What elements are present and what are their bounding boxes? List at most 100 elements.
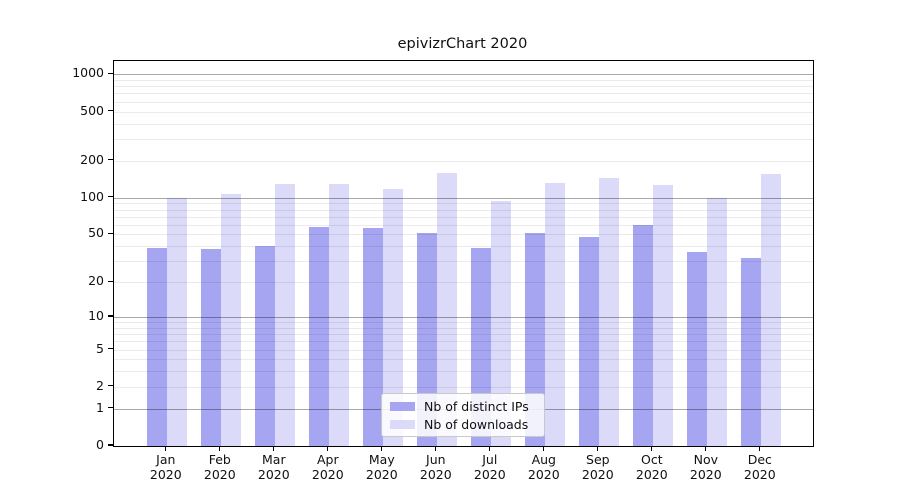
x-tick-label: Nov 2020 bbox=[674, 452, 738, 482]
y-tick-mark bbox=[108, 72, 113, 74]
x-tick-year: 2020 bbox=[257, 467, 290, 482]
bar-distinct-ips bbox=[524, 233, 545, 446]
y-tick-mark bbox=[108, 196, 113, 198]
bar-distinct-ips bbox=[200, 248, 221, 446]
x-tick-mark bbox=[273, 446, 275, 451]
x-tick-year: 2020 bbox=[689, 467, 722, 482]
x-tick-year: 2020 bbox=[743, 467, 776, 482]
x-tick-month: Jul bbox=[482, 452, 498, 467]
y-tick-label: 200 bbox=[80, 151, 104, 167]
x-tick-mark bbox=[381, 446, 383, 451]
y-tick-label: 100 bbox=[80, 188, 104, 204]
plot-area: Nb of distinct IPs Nb of downloads bbox=[113, 60, 814, 447]
legend-item-downloads: Nb of downloads bbox=[390, 415, 536, 433]
bar-downloads bbox=[598, 177, 620, 446]
bar-distinct-ips bbox=[146, 247, 167, 446]
x-tick-label: May 2020 bbox=[350, 452, 414, 482]
x-tick-year: 2020 bbox=[527, 467, 560, 482]
x-tick-label: Jul 2020 bbox=[458, 452, 522, 482]
x-tick-mark bbox=[597, 446, 599, 451]
x-tick-mark bbox=[759, 446, 761, 451]
x-tick-year: 2020 bbox=[149, 467, 182, 482]
bars-layer bbox=[114, 61, 813, 446]
x-tick-label: Dec 2020 bbox=[728, 452, 792, 482]
y-tick-mark bbox=[108, 109, 113, 112]
y-tick-mark bbox=[108, 444, 113, 446]
bar-downloads bbox=[274, 184, 296, 446]
x-tick-month: Sep bbox=[586, 452, 610, 467]
x-tick-mark bbox=[705, 446, 707, 451]
x-tick-month: Feb bbox=[208, 452, 231, 467]
bar-downloads bbox=[490, 201, 512, 446]
x-tick-month: May bbox=[368, 452, 395, 467]
x-tick-year: 2020 bbox=[203, 467, 236, 482]
bar-downloads bbox=[706, 197, 728, 446]
legend-swatch-distinct-ips bbox=[390, 401, 415, 411]
x-tick-year: 2020 bbox=[419, 467, 452, 482]
legend-item-distinct-ips: Nb of distinct IPs bbox=[390, 397, 536, 415]
x-tick-label: Aug 2020 bbox=[512, 452, 576, 482]
x-tick-month: Oct bbox=[640, 452, 663, 467]
bar-downloads bbox=[436, 173, 458, 446]
legend-label-downloads: Nb of downloads bbox=[424, 416, 529, 432]
bar-downloads bbox=[382, 188, 404, 446]
x-tick-month: Apr bbox=[316, 452, 339, 467]
y-tick-label: 1 bbox=[96, 399, 104, 415]
y-tick-mark bbox=[108, 280, 113, 282]
x-tick-mark bbox=[327, 446, 329, 451]
y-tick-mark bbox=[108, 407, 113, 409]
x-tick-month: Mar bbox=[262, 452, 286, 467]
x-tick-mark bbox=[489, 446, 491, 451]
bar-distinct-ips bbox=[686, 251, 707, 446]
bar-distinct-ips bbox=[578, 236, 599, 446]
x-tick-month: Aug bbox=[531, 452, 556, 467]
bar-downloads bbox=[328, 184, 350, 446]
x-tick-mark bbox=[651, 446, 653, 451]
chart-title: epivizrChart 2020 bbox=[397, 36, 528, 52]
legend-swatch-downloads bbox=[390, 419, 415, 429]
x-tick-month: Jan bbox=[156, 452, 176, 467]
y-tick-mark bbox=[108, 385, 113, 387]
y-tick-label: 20 bbox=[88, 273, 104, 289]
x-tick-label: Oct 2020 bbox=[620, 452, 684, 482]
x-tick-year: 2020 bbox=[473, 467, 506, 482]
y-tick-mark bbox=[108, 315, 113, 317]
y-tick-label: 500 bbox=[80, 102, 104, 118]
x-tick-label: Jun 2020 bbox=[404, 452, 468, 482]
bar-distinct-ips bbox=[308, 226, 329, 446]
x-tick-mark bbox=[543, 446, 545, 451]
x-tick-label: Sep 2020 bbox=[566, 452, 630, 482]
y-tick-label: 1000 bbox=[72, 65, 104, 81]
y-tick-label: 10 bbox=[88, 308, 104, 323]
bar-distinct-ips bbox=[362, 228, 383, 446]
x-tick-year: 2020 bbox=[311, 467, 344, 482]
bar-distinct-ips bbox=[254, 246, 275, 446]
bar-distinct-ips bbox=[632, 224, 653, 446]
legend: Nb of distinct IPs Nb of downloads bbox=[381, 393, 545, 437]
bar-distinct-ips bbox=[740, 257, 761, 446]
bar-downloads bbox=[760, 173, 782, 446]
x-tick-month: Nov bbox=[693, 452, 718, 467]
x-tick-label: Feb 2020 bbox=[188, 452, 252, 482]
x-tick-label: Mar 2020 bbox=[242, 452, 306, 482]
y-tick-mark bbox=[108, 348, 113, 350]
x-tick-label: Jan 2020 bbox=[134, 452, 198, 482]
y-tick-label: 2 bbox=[96, 377, 104, 393]
x-tick-year: 2020 bbox=[365, 467, 398, 482]
x-tick-year: 2020 bbox=[581, 467, 614, 482]
bar-downloads bbox=[544, 183, 566, 446]
x-tick-year: 2020 bbox=[635, 467, 668, 482]
bar-downloads bbox=[220, 194, 242, 446]
x-tick-mark bbox=[165, 446, 167, 451]
bar-downloads bbox=[166, 197, 188, 446]
x-tick-mark bbox=[435, 446, 437, 451]
bar-distinct-ips bbox=[416, 233, 437, 446]
legend-label-distinct-ips: Nb of distinct IPs bbox=[424, 398, 529, 414]
x-tick-label: Apr 2020 bbox=[296, 452, 360, 482]
y-tick-label: 50 bbox=[88, 225, 104, 241]
y-tick-mark bbox=[108, 232, 113, 234]
y-tick-label: 5 bbox=[96, 340, 104, 356]
y-tick-mark bbox=[108, 159, 113, 161]
bar-downloads bbox=[652, 184, 674, 446]
